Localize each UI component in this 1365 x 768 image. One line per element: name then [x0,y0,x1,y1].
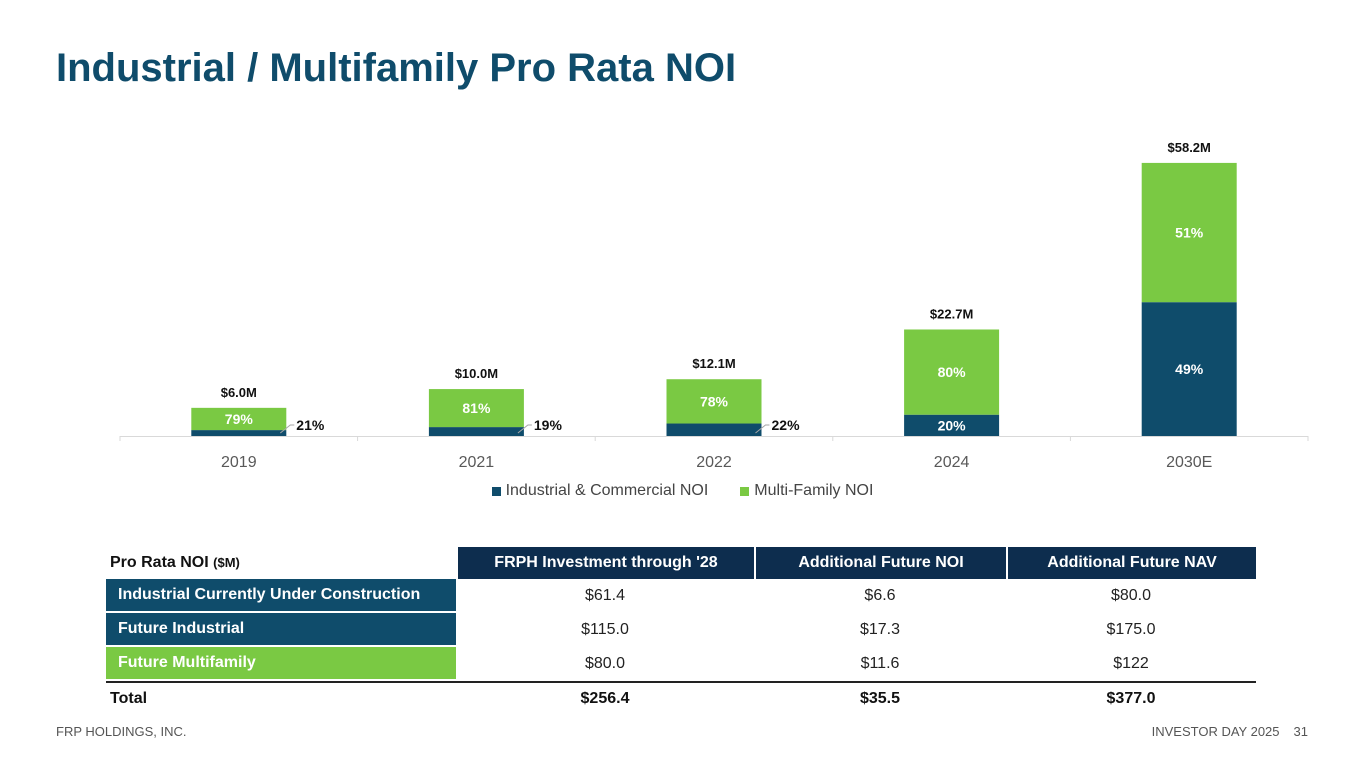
data-label-multifamily: 78% [700,393,729,409]
total-label: $22.7M [930,306,973,321]
total-cell: $256.4 [456,681,754,715]
table-cell: $115.0 [581,621,629,638]
row-label-industrial-under-construction: Industrial Currently Under Construction [106,579,456,613]
bar-industrial [428,427,524,436]
total-label: $58.2M [1168,140,1211,155]
pro-rata-noi-table: Pro Rata NOI ($M) FRPH Investment throug… [106,547,1256,715]
footer-right: INVESTOR DAY 2025 31 [1152,724,1308,739]
data-label-multifamily: 81% [462,400,491,416]
table-cell: $6.6 [864,587,896,604]
table-cell: $80.0 [584,655,626,672]
corner-title: Pro Rata NOI [110,554,209,571]
bar-multifamily [1141,162,1237,303]
footer-event: INVESTOR DAY 2025 [1151,724,1280,739]
table-total-row: Total $256.4 $35.5 $377.0 [106,681,1256,715]
leader-line [517,424,532,434]
leader-line [755,424,770,434]
column-header: Additional Future NAV [1006,547,1256,579]
corner-unit: ($M) [213,555,240,570]
x-tick-label: 2021 [459,454,495,471]
column-header: Additional Future NOI [754,547,1006,579]
total-label: $12.1M [692,356,735,371]
bar-multifamily [904,329,1000,415]
table-row: Future Multifamily $80.0 $11.6 $122 [106,647,1256,681]
bar-industrial [191,430,287,436]
total-cell: $377.0 [1006,681,1256,715]
footer-company: FRP HOLDINGS, INC. [56,724,187,739]
table-cell: $80.0 [1110,587,1152,604]
legend-label-industrial: Industrial & Commercial NOI [505,482,709,499]
page-title: Industrial / Multifamily Pro Rata NOI [56,46,737,90]
legend-swatch-industrial [491,486,501,496]
legend-swatch-multifamily [740,486,750,496]
chart-legend: Industrial & Commercial NOI Multi-Family… [0,482,1365,500]
table-header-row: Pro Rata NOI ($M) FRPH Investment throug… [106,547,1256,579]
x-tick-label: 2022 [696,454,732,471]
legend-item-multifamily: Multi-Family NOI [740,482,873,500]
data-label-multifamily: 51% [1175,225,1204,241]
data-label-industrial: 19% [534,417,563,433]
x-tick-label: 2024 [934,454,970,471]
total-cell: $35.5 [754,681,1006,715]
row-label-future-multifamily: Future Multifamily [106,647,456,681]
data-label-multifamily: 79% [225,411,254,427]
data-label-industrial: 49% [1175,361,1204,377]
x-tick-label: 2030E [1166,454,1212,471]
x-tick-label: 2019 [221,454,257,471]
table-row: Future Industrial $115.0 $17.3 $175.0 [106,613,1256,647]
table-cell: $11.6 [860,655,900,672]
column-header: FRPH Investment through '28 [456,547,754,579]
bar-multifamily [428,389,524,428]
bar-industrial [904,414,1000,436]
bar-industrial [1141,302,1237,436]
table-cell: $175.0 [1106,621,1156,638]
page-number: 31 [1293,724,1308,739]
total-label: Total [106,681,456,715]
bar-multifamily [191,407,287,431]
table-corner-label: Pro Rata NOI ($M) [106,547,456,579]
total-label: $6.0M [221,385,257,400]
table-cell: $61.4 [584,587,626,604]
bar-industrial [666,423,762,436]
legend-item-industrial: Industrial & Commercial NOI [491,482,709,500]
table-row: Industrial Currently Under Construction … [106,579,1256,613]
data-label-industrial: 22% [772,417,801,433]
table-cell: $17.3 [859,621,901,638]
leader-line [279,424,295,434]
data-label-industrial: 20% [938,417,967,433]
data-label-industrial: 21% [296,417,325,433]
row-label-future-industrial: Future Industrial [106,613,456,647]
legend-label-multifamily: Multi-Family NOI [754,482,874,499]
stacked-bar-chart: 79% 21% $6.0M 2019 81% 19% $10.0M 2021 78% 22% $12… [119,140,1309,471]
data-label-multifamily: 80% [938,364,967,380]
table-cell: $122 [1113,655,1149,672]
bar-multifamily [666,379,762,424]
total-label: $10.0M [455,366,498,381]
